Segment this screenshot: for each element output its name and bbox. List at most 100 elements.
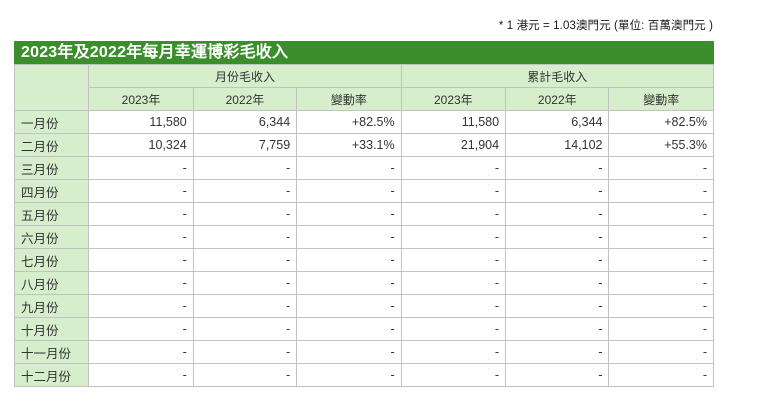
cell-month-label: 一月份 <box>13 110 90 134</box>
sub-header-row: 2023年 2022年 變動率 2023年 2022年 變動率 <box>15 87 714 111</box>
cell-monthly-change-rate: +33.1% <box>296 133 402 157</box>
cell-cumulative-2023: - <box>400 271 507 295</box>
cell-monthly-2023: - <box>88 363 194 387</box>
cell-cumulative-2022: 6,344 <box>505 110 610 134</box>
cell-monthly-2023: - <box>88 202 194 226</box>
header-monthly-2022: 2022年 <box>192 87 298 111</box>
cell-cumulative-change-rate: - <box>608 340 714 364</box>
table-row: 十月份 - - - - - - <box>13 317 714 341</box>
cell-monthly-2022: - <box>192 156 298 180</box>
cell-cumulative-2022: - <box>505 202 610 226</box>
cell-cumulative-2023: - <box>400 156 507 180</box>
table-row: 三月份 - - - - - - <box>13 156 714 180</box>
cell-monthly-2022: - <box>192 225 298 249</box>
cell-monthly-2022: 7,759 <box>192 133 298 157</box>
header-monthly-2023: 2023年 <box>88 87 194 111</box>
table-row: 六月份 - - - - - - <box>13 225 714 249</box>
header-cumulative-change-rate: 變動率 <box>608 87 714 111</box>
cell-cumulative-2022: 14,102 <box>505 133 610 157</box>
table-row: 五月份 - - - - - - <box>13 202 714 226</box>
cell-cumulative-2023: - <box>400 202 507 226</box>
cell-cumulative-change-rate: - <box>608 271 714 295</box>
cell-cumulative-2022: - <box>505 294 610 318</box>
header-group-cumulative: 累計毛收入 <box>400 64 715 88</box>
cell-cumulative-change-rate: - <box>608 202 714 226</box>
cell-month-label: 七月份 <box>13 248 90 272</box>
cell-monthly-2023: - <box>88 271 194 295</box>
cell-cumulative-2022: - <box>505 317 610 341</box>
cell-monthly-change-rate: - <box>296 317 402 341</box>
cell-cumulative-change-rate: - <box>608 225 714 249</box>
cell-monthly-2023: 11,580 <box>88 110 194 134</box>
gaming-revenue-table: 月份毛收入 累計毛收入 2023年 2022年 變動率 2023年 2022年 … <box>13 64 715 387</box>
cell-monthly-2023: 10,324 <box>88 133 194 157</box>
table-row: 十二月份 - - - - - - <box>13 363 714 387</box>
header-corner-cell <box>13 64 90 111</box>
cell-monthly-2023: - <box>88 225 194 249</box>
cell-cumulative-2022: - <box>505 271 610 295</box>
cell-cumulative-2023: - <box>400 179 507 203</box>
cell-cumulative-2022: - <box>505 179 610 203</box>
cell-monthly-2022: - <box>192 340 298 364</box>
group-header-row: 月份毛收入 累計毛收入 <box>13 64 715 111</box>
cell-month-label: 九月份 <box>13 294 90 318</box>
cell-monthly-change-rate: - <box>296 294 402 318</box>
cell-monthly-2022: - <box>192 317 298 341</box>
cell-monthly-2022: - <box>192 248 298 272</box>
cell-monthly-2022: - <box>192 271 298 295</box>
table-row: 四月份 - - - - - - <box>13 179 714 203</box>
cell-monthly-2022: - <box>192 363 298 387</box>
header-monthly-change-rate: 變動率 <box>296 87 402 111</box>
cell-monthly-change-rate: - <box>296 363 402 387</box>
cell-cumulative-change-rate: +55.3% <box>608 133 714 157</box>
cell-cumulative-change-rate: - <box>608 179 714 203</box>
cell-cumulative-2023: - <box>400 363 507 387</box>
cell-monthly-change-rate: - <box>296 156 402 180</box>
table-row: 二月份 10,324 7,759 +33.1% 21,904 14,102 +55.3% <box>13 133 714 157</box>
cell-cumulative-change-rate: - <box>608 363 714 387</box>
cell-month-label: 十二月份 <box>13 363 90 387</box>
table-row: 八月份 - - - - - - <box>13 271 714 295</box>
cell-monthly-change-rate: - <box>296 225 402 249</box>
header-cumulative-2022: 2022年 <box>505 87 610 111</box>
cell-cumulative-2022: - <box>505 363 610 387</box>
table-header: 月份毛收入 累計毛收入 2023年 2022年 變動率 2023年 2022年 … <box>13 64 715 111</box>
cell-cumulative-2023: - <box>400 317 507 341</box>
cell-monthly-2023: - <box>88 179 194 203</box>
cell-monthly-2023: - <box>88 248 194 272</box>
table-row: 一月份 11,580 6,344 +82.5% 11,580 6,344 +82.5% <box>13 110 714 134</box>
table-row: 十一月份 - - - - - - <box>13 340 714 364</box>
cell-cumulative-2023: - <box>400 340 507 364</box>
cell-monthly-2022: 6,344 <box>192 110 298 134</box>
cell-monthly-2022: - <box>192 202 298 226</box>
table-row: 九月份 - - - - - - <box>13 294 714 318</box>
gaming-revenue-table-block: 2023年及2022年每月幸運博彩毛收入 月份毛收入 累計毛收入 2023年 2… <box>13 41 715 387</box>
cell-monthly-change-rate: - <box>296 202 402 226</box>
cell-cumulative-2023: - <box>400 225 507 249</box>
cell-monthly-2023: - <box>88 294 194 318</box>
cell-monthly-2022: - <box>192 294 298 318</box>
cell-month-label: 五月份 <box>13 202 90 226</box>
cell-cumulative-2022: - <box>505 340 610 364</box>
cell-month-label: 三月份 <box>13 156 90 180</box>
cell-cumulative-change-rate: - <box>608 317 714 341</box>
cell-monthly-change-rate: - <box>296 271 402 295</box>
cell-monthly-change-rate: +82.5% <box>296 110 402 134</box>
cell-cumulative-change-rate: - <box>608 248 714 272</box>
cell-monthly-2022: - <box>192 179 298 203</box>
header-group-monthly: 月份毛收入 <box>88 64 402 88</box>
cell-cumulative-2023: - <box>400 294 507 318</box>
header-cumulative-2023: 2023年 <box>400 87 507 111</box>
cell-cumulative-change-rate: - <box>608 156 714 180</box>
cell-monthly-2023: - <box>88 340 194 364</box>
cell-month-label: 十一月份 <box>13 340 90 364</box>
table-title: 2023年及2022年每月幸運博彩毛收入 <box>14 41 714 64</box>
cell-month-label: 八月份 <box>13 271 90 295</box>
cell-monthly-2023: - <box>88 156 194 180</box>
table-body: 一月份 11,580 6,344 +82.5% 11,580 6,344 +82.5% 二月份… <box>13 110 714 387</box>
cell-cumulative-change-rate: - <box>608 294 714 318</box>
cell-cumulative-2023: 21,904 <box>400 133 507 157</box>
cell-month-label: 四月份 <box>13 179 90 203</box>
cell-monthly-change-rate: - <box>296 179 402 203</box>
cell-cumulative-2023: - <box>400 248 507 272</box>
